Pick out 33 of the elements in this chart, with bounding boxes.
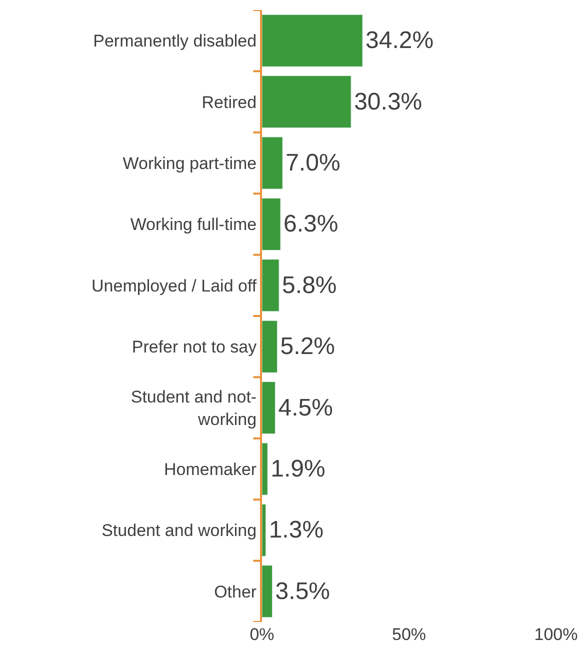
bar (262, 14, 363, 67)
y-tick-label: Working full-time (130, 215, 257, 234)
data-label: 3.5% (275, 578, 330, 605)
bar (262, 76, 352, 128)
data-label: 1.9% (270, 456, 326, 482)
data-label: 5.2% (280, 333, 335, 360)
y-tick-label: Other (214, 582, 257, 602)
x-tick-label: 50% (392, 625, 426, 644)
data-label: 30.3% (354, 88, 422, 116)
x-tick-label: 100% (534, 625, 578, 644)
y-tick-label: Prefer not to say (132, 338, 258, 357)
bar (262, 259, 280, 312)
y-tick-label: Student and working (102, 521, 257, 540)
y-tick-label: Unemployed / Laid off (92, 276, 257, 296)
bar (262, 136, 283, 190)
y-tick-label: Homemaker (164, 460, 257, 479)
y-tick-label: Student and not-working (130, 388, 257, 429)
bar (262, 198, 281, 250)
data-label: 6.3% (284, 210, 338, 238)
bar (262, 442, 268, 496)
y-tick-label: Working part-time (122, 154, 257, 173)
x-tick-label: 0% (250, 625, 274, 644)
bar (262, 382, 276, 434)
data-label: 34.2% (366, 27, 434, 54)
data-label: 1.3% (268, 516, 324, 544)
bar (262, 320, 278, 373)
y-tick-label: Retired (202, 92, 257, 112)
data-label: 4.5% (278, 394, 333, 422)
data-label: 5.8% (282, 272, 337, 299)
data-label: 7.0% (286, 150, 340, 176)
bar (262, 565, 273, 618)
y-tick-label: Permanently disabled (93, 32, 257, 51)
bar (262, 504, 266, 556)
